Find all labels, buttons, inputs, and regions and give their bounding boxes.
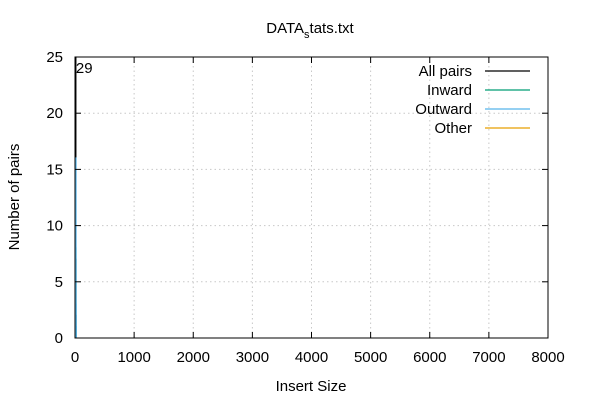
y-tick-label: 25 bbox=[46, 49, 63, 66]
x-tick-label: 1000 bbox=[117, 349, 150, 366]
grid-lines bbox=[75, 57, 548, 338]
x-tick-label: 0 bbox=[71, 349, 79, 366]
x-tick-label: 2000 bbox=[177, 349, 210, 366]
legend-label: Other bbox=[434, 120, 472, 137]
legend-label: All pairs bbox=[419, 63, 472, 80]
x-tick-label: 8000 bbox=[531, 349, 564, 366]
legend-label: Outward bbox=[415, 101, 472, 118]
y-tick-label: 0 bbox=[55, 330, 63, 347]
x-tick-label: 4000 bbox=[295, 349, 328, 366]
y-axis-ticks: 0 5 10 15 20 25 bbox=[46, 49, 548, 347]
x-axis-ticks: 0 1000 2000 3000 4000 5000 6000 7000 8000 bbox=[71, 57, 565, 366]
y-tick-label: 20 bbox=[46, 105, 63, 122]
series-lines bbox=[75, 57, 77, 338]
peak-annotation: 29 bbox=[76, 60, 93, 77]
y-tick-label: 15 bbox=[46, 161, 63, 178]
y-tick-label: 5 bbox=[55, 274, 63, 291]
y-tick-label: 10 bbox=[46, 218, 63, 235]
x-tick-label: 6000 bbox=[413, 349, 446, 366]
legend-label: Inward bbox=[427, 82, 472, 99]
chart-title-rest: tats.txt bbox=[310, 20, 355, 37]
x-tick-label: 7000 bbox=[472, 349, 505, 366]
x-tick-label: 3000 bbox=[236, 349, 269, 366]
y-axis-label: Number of pairs bbox=[6, 144, 23, 251]
x-axis-label: Insert Size bbox=[276, 378, 347, 395]
x-tick-label: 5000 bbox=[354, 349, 387, 366]
chart-title-subscript: s bbox=[304, 29, 310, 41]
chart-title: DATAstats.txt bbox=[266, 20, 354, 41]
legend: All pairs Inward Outward Other bbox=[415, 63, 530, 137]
chart-title-main: DATA bbox=[266, 20, 304, 37]
